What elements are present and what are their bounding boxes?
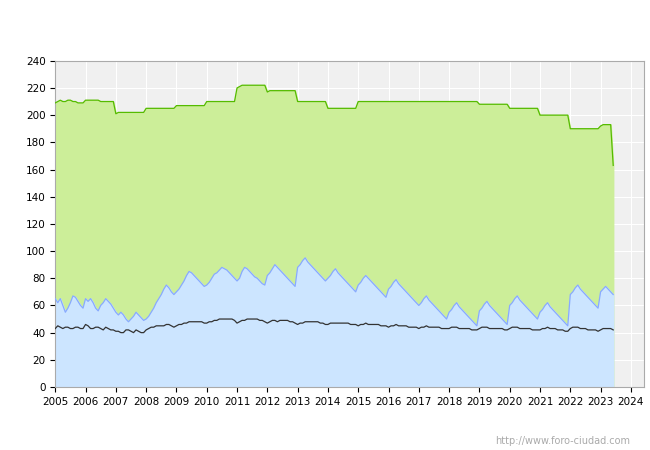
Text: http://www.foro-ciudad.com: http://www.foro-ciudad.com — [495, 436, 630, 446]
Text: La Hiniesta - Evolucion de la poblacion en edad de Trabajar Mayo de 2024: La Hiniesta - Evolucion de la poblacion … — [88, 19, 562, 32]
